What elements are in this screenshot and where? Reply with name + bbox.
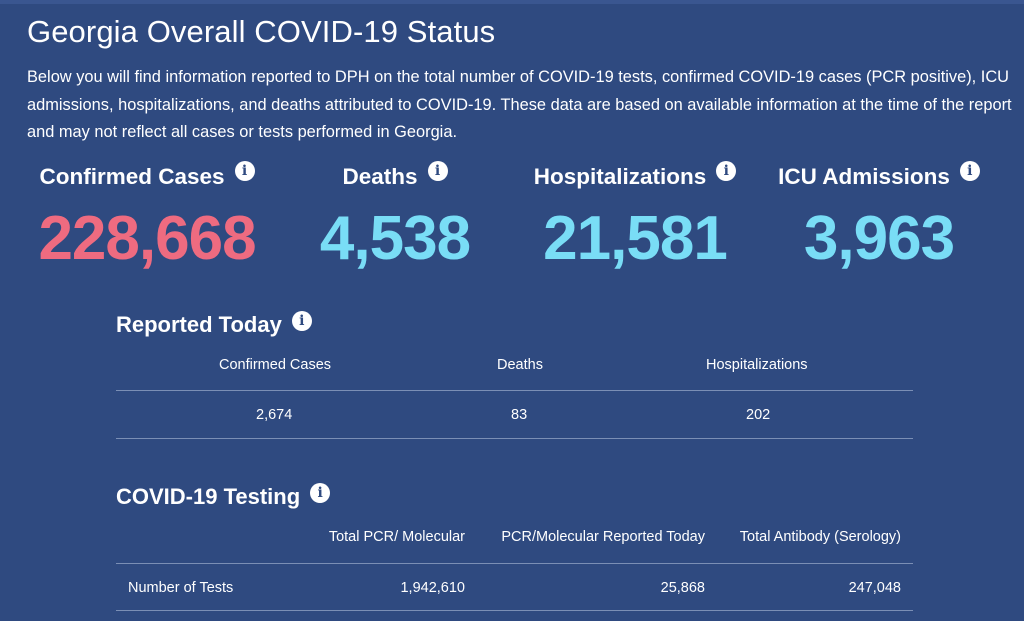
table-divider <box>116 438 913 439</box>
stat-label-hospitalizations: Hospitalizations <box>533 164 707 189</box>
info-icon[interactable]: i <box>234 161 255 181</box>
testing-header-total-pcr: Total PCR/ Molecular <box>328 529 465 545</box>
stat-label-deaths: Deaths <box>342 164 418 189</box>
stat-value-hospitalizations: 21,581 <box>543 204 728 273</box>
reported-today-value-confirmed: 2,674 <box>256 407 293 423</box>
testing-row-label: Number of Tests <box>128 580 234 596</box>
stat-icu-admissions: ICU Admissions i 3,963 <box>774 161 984 274</box>
stat-value-deaths: 4,538 <box>319 204 471 273</box>
table-divider <box>116 610 913 611</box>
stat-deaths: Deaths i 4,538 <box>300 161 490 274</box>
page-title: Georgia Overall COVID-19 Status <box>27 14 496 49</box>
reported-today-value-hospitalizations: 202 <box>746 407 771 423</box>
testing-header-antibody: Total Antibody (Serology) <box>739 529 901 545</box>
stat-label-icu-admissions: ICU Admissions <box>778 164 950 189</box>
stat-label-confirmed-cases: Confirmed Cases <box>39 164 225 189</box>
testing-header-pcr-today: PCR/Molecular Reported Today <box>501 529 705 545</box>
top-border <box>0 0 1024 4</box>
table-divider <box>116 390 913 391</box>
info-icon[interactable]: i <box>291 311 312 331</box>
info-icon[interactable]: i <box>959 161 980 181</box>
testing-heading: COVID-19 Testing i <box>116 483 331 510</box>
testing-value-total-pcr: 1,942,610 <box>400 580 465 596</box>
reported-today-heading: Reported Today i <box>116 311 312 338</box>
reported-today-title: Reported Today <box>116 312 282 337</box>
testing-value-pcr-today: 25,868 <box>660 580 705 596</box>
stat-hospitalizations: Hospitalizations i 21,581 <box>520 161 750 274</box>
reported-today-value-deaths: 83 <box>511 407 528 423</box>
reported-today-header-hospitalizations: Hospitalizations <box>706 357 808 373</box>
table-divider <box>116 563 913 564</box>
info-icon[interactable]: i <box>310 483 331 503</box>
reported-today-header-confirmed: Confirmed Cases <box>219 357 332 373</box>
reported-today-header-deaths: Deaths <box>497 357 543 373</box>
testing-title: COVID-19 Testing <box>116 484 301 509</box>
stat-value-icu-admissions: 3,963 <box>803 204 955 273</box>
stat-value-confirmed-cases: 228,668 <box>38 204 256 273</box>
info-icon[interactable]: i <box>716 161 737 181</box>
testing-value-antibody: 247,048 <box>848 580 901 596</box>
info-icon[interactable]: i <box>427 161 448 181</box>
stat-confirmed-cases: Confirmed Cases i 228,668 <box>27 161 267 274</box>
page-description: Below you will find information reported… <box>27 68 1012 141</box>
